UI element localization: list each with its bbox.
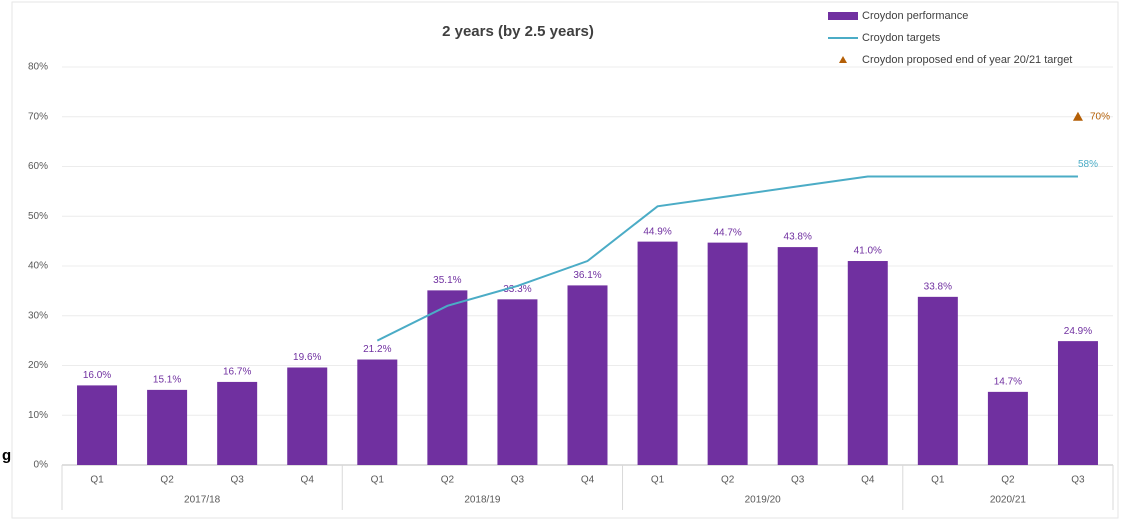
data-label: 24.9% (1064, 326, 1092, 337)
legend-label: Croydon targets (862, 32, 941, 44)
data-label: 33.8% (924, 281, 952, 292)
bar (427, 290, 468, 465)
data-label: 16.0% (83, 370, 111, 381)
triangle-marker (1072, 111, 1083, 121)
data-label: 21.2% (363, 344, 391, 355)
data-label: 44.7% (713, 227, 741, 238)
bar (77, 385, 118, 465)
x-tick-label: Q1 (90, 475, 104, 486)
x-tick-label: Q2 (721, 475, 735, 486)
group-label: 2017/18 (184, 495, 221, 506)
x-tick-label: Q3 (230, 475, 244, 486)
bar (917, 296, 958, 465)
data-label: 35.1% (433, 275, 461, 286)
bar (357, 359, 398, 465)
chart-border (11, 1, 1119, 519)
x-tick-label: Q2 (1001, 475, 1015, 486)
group-label: 2020/21 (990, 495, 1027, 506)
bar (497, 299, 538, 465)
line (376, 175, 1078, 342)
data-label: 15.1% (153, 375, 181, 386)
y-tick-label: 10% (28, 410, 48, 421)
bar (847, 261, 888, 465)
bar (217, 381, 258, 465)
x-tick-label: Q1 (931, 475, 945, 486)
y-tick-label: 30% (28, 310, 48, 321)
bar (777, 247, 818, 465)
y-tick-label: 40% (28, 261, 48, 272)
bar (987, 391, 1028, 465)
bar (147, 389, 188, 465)
x-tick-label: Q4 (301, 475, 315, 486)
data-label: 33.3% (503, 284, 531, 295)
data-label: 14.7% (994, 377, 1022, 388)
x-tick-label: Q1 (651, 475, 665, 486)
legend-label: Croydon performance (862, 10, 968, 22)
bar (1057, 341, 1098, 465)
y-tick-label: 70% (28, 111, 48, 122)
x-tick-label: Q4 (861, 475, 875, 486)
bar (637, 241, 678, 465)
x-tick-label: Q2 (160, 475, 174, 486)
x-tick-label: Q3 (791, 475, 805, 486)
x-tick-label: Q2 (441, 475, 455, 486)
data-label: 43.8% (784, 232, 812, 243)
legend-label: Croydon proposed end of year 20/21 targe… (862, 54, 1072, 66)
data-label: 19.6% (293, 352, 321, 363)
data-label: 70% (1090, 111, 1110, 122)
bar (707, 242, 748, 465)
x-tick-label: Q3 (1071, 475, 1085, 486)
x-tick-label: Q3 (511, 475, 525, 486)
bar (287, 367, 328, 465)
x-tick-label: Q1 (371, 475, 385, 486)
y-tick-label: 80% (28, 62, 48, 73)
data-label: 36.1% (573, 270, 601, 281)
y-tick-label: 50% (28, 211, 48, 222)
data-label: 44.9% (643, 226, 671, 237)
x-tick-label: Q4 (581, 475, 595, 486)
legend-swatch (839, 56, 847, 63)
y-tick-label: 60% (28, 161, 48, 172)
data-label: 58% (1078, 159, 1098, 170)
data-label: 41.0% (854, 246, 882, 257)
group-label: 2019/20 (745, 495, 782, 506)
legend-swatch (828, 12, 858, 20)
annotation: g (2, 447, 11, 464)
chart-title: 2 years (by 2.5 years) (442, 23, 594, 40)
y-tick-label: 20% (28, 360, 48, 371)
bar (567, 285, 608, 465)
group-label: 2018/19 (464, 495, 501, 506)
data-label: 16.7% (223, 367, 251, 378)
y-tick-label: 0% (34, 460, 49, 471)
